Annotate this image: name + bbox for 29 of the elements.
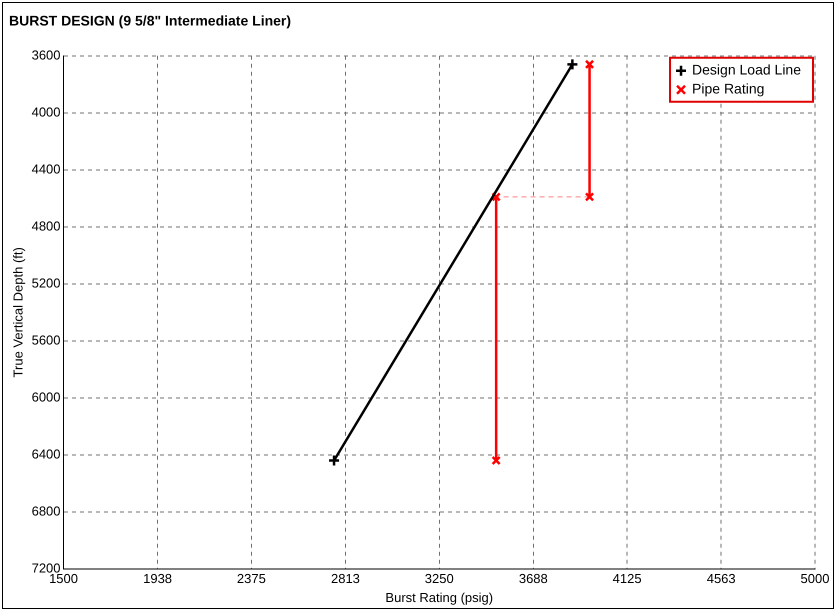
- x-tick-label: 4563: [706, 571, 736, 586]
- x-tick-label: 2813: [330, 571, 360, 586]
- point: [584, 60, 594, 70]
- chart-title: BURST DESIGN (9 5/8" Intermediate Liner): [9, 12, 292, 28]
- x-tick-label: 1938: [143, 571, 172, 586]
- point: [566, 58, 579, 71]
- legend-label: Pipe Rating: [692, 80, 764, 97]
- y-tick-label: 6800: [32, 503, 61, 518]
- point: [584, 192, 594, 202]
- y-tick-label: 4400: [32, 161, 61, 176]
- y-tick-label: 3600: [32, 47, 61, 62]
- x-tick-label: 5000: [800, 571, 830, 586]
- y-tick-label: 7200: [32, 560, 61, 576]
- x-tick-label: 2375: [236, 571, 266, 586]
- y-tick-label: 4800: [32, 218, 61, 234]
- y-tick-label: 5600: [32, 332, 61, 348]
- point: [491, 456, 501, 466]
- legend-label: Design Load Line: [692, 62, 802, 78]
- y-tick-label: 4000: [32, 104, 61, 120]
- x-tick-label: 3250: [424, 571, 454, 586]
- x-tick-label: 3688: [518, 571, 548, 586]
- y-tick-label: 6000: [32, 389, 61, 404]
- y-tick-label: 5200: [32, 275, 61, 290]
- point: [491, 192, 501, 202]
- x-tick-label: 4125: [612, 571, 642, 586]
- x-axis-title: Burst Rating (psig): [385, 590, 494, 605]
- point: [328, 454, 340, 467]
- y-axis-title: True Vertical Depth (ft): [10, 247, 26, 378]
- y-tick-label: 6400: [32, 446, 61, 462]
